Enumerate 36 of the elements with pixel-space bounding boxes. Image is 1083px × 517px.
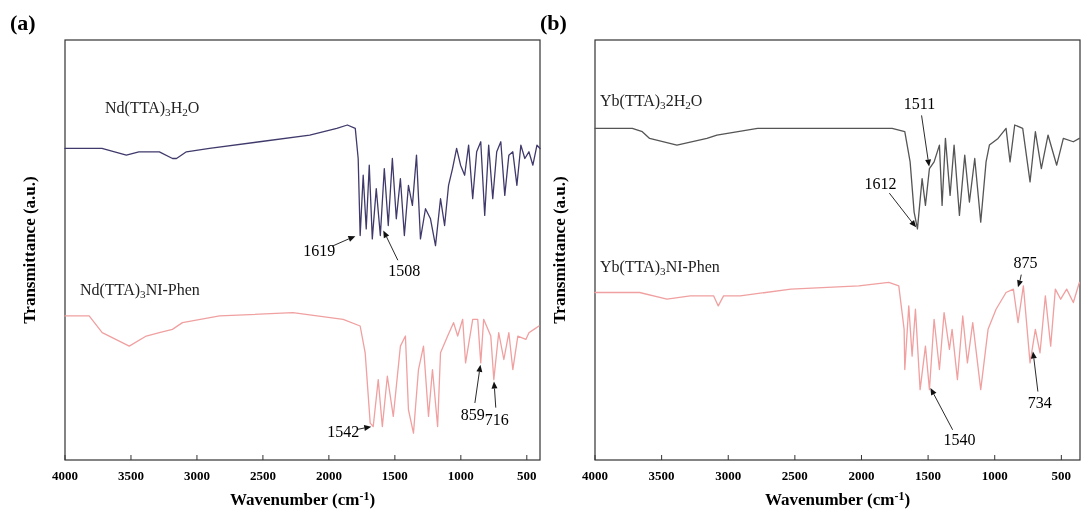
annotation: 1511 xyxy=(903,94,936,112)
annotation: 875 xyxy=(1013,254,1038,272)
series-label: Nd(TTA)$_{3}$H$_{2}$O xyxy=(105,99,200,118)
x-tick-label: 4000 xyxy=(582,468,608,483)
x-tick-label: 3000 xyxy=(183,468,210,483)
x-tick-label: 2500 xyxy=(781,468,808,483)
series-label: Yb(TTA)$_{3}$2H$_{2}$O xyxy=(600,92,703,111)
chart-title: (b) xyxy=(540,10,567,35)
series-label: Nd(TTA)$_{3}$NI-Phen xyxy=(80,281,200,300)
annotation: 1508 xyxy=(388,261,421,279)
annotation: 716 xyxy=(484,410,509,428)
annotation: 734 xyxy=(1027,394,1052,412)
x-tick-label: 500 xyxy=(517,468,537,483)
y-axis-title: Transmittance (a.u.) xyxy=(550,176,569,324)
x-tick-label: 4000 xyxy=(52,468,78,483)
annotation: 859 xyxy=(460,405,485,423)
x-tick-label: 1000 xyxy=(981,468,1008,483)
chart-title: (a) xyxy=(10,10,36,35)
x-tick-label: 500 xyxy=(1051,468,1072,483)
x-tick-label: 3000 xyxy=(715,468,742,483)
x-tick-label: 1500 xyxy=(915,468,942,483)
annotation: 1612 xyxy=(864,174,897,192)
annotation: 1542 xyxy=(327,422,360,440)
x-tick-label: 2500 xyxy=(249,468,276,483)
x-tick-label: 3500 xyxy=(117,468,144,483)
x-tick-label: 1500 xyxy=(381,468,408,483)
y-axis-title: Transmittance (a.u.) xyxy=(20,176,39,324)
x-tick-label: 2000 xyxy=(848,468,875,483)
series-label: Yb(TTA)$_{3}$NI-Phen xyxy=(600,258,720,277)
x-axis-title: Wavenumber (cm$^{-1}$) xyxy=(764,489,911,509)
annotation: 1619 xyxy=(303,241,336,259)
x-tick-label: 3500 xyxy=(648,468,675,483)
annotation: 1540 xyxy=(943,431,976,449)
x-tick-label: 1000 xyxy=(447,468,474,483)
x-tick-label: 2000 xyxy=(315,468,342,483)
x-axis-title: Wavenumber (cm$^{-1}$) xyxy=(229,489,376,509)
